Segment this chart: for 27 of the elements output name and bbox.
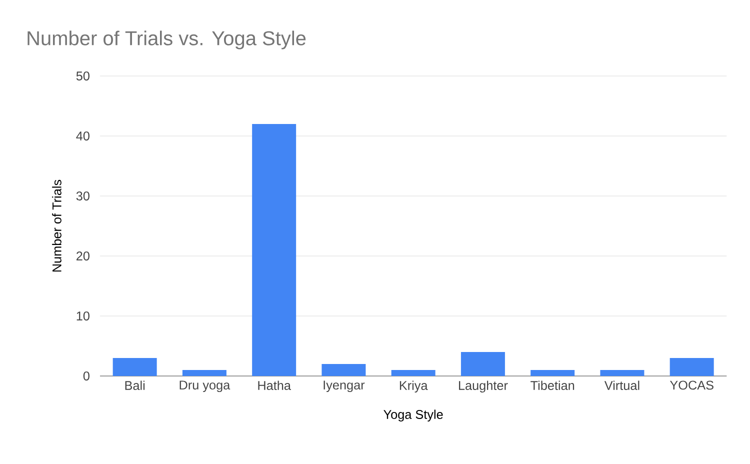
- chart-title: Number of Trials vs. Yoga Style: [28, 30, 306, 50]
- y-tick-label: 30: [76, 192, 90, 200]
- x-tick-label: Laughter: [459, 380, 508, 393]
- bar: [322, 364, 366, 376]
- x-tick-label: Bali: [125, 380, 145, 390]
- x-axis-title: Yoga Style: [384, 410, 443, 422]
- x-tick-label: Kriya: [400, 380, 428, 393]
- x-tick-label: Hatha: [258, 380, 291, 390]
- x-tick-label: Tibetian: [530, 380, 574, 390]
- y-tick-label: 40: [76, 132, 90, 140]
- x-tick-label: YOCAS: [670, 380, 714, 390]
- y-tick-label: 20: [76, 252, 90, 260]
- bar: [182, 370, 226, 376]
- x-tick-label: Iyengar: [324, 380, 365, 392]
- bar: [460, 352, 505, 376]
- bar: [530, 370, 575, 376]
- y-tick-label: 10: [76, 312, 90, 320]
- x-tick-label: Dru yoga: [180, 380, 230, 392]
- y-tick-label: 0: [83, 372, 90, 380]
- y-tick-label: 50: [76, 72, 90, 80]
- bar: [670, 358, 714, 376]
- bar: [252, 124, 296, 376]
- bar: [391, 370, 436, 376]
- x-tick-label: Virtual: [604, 380, 640, 390]
- bar: [600, 370, 644, 376]
- bar: [112, 358, 157, 376]
- y-axis-title: Number of Trials: [52, 180, 62, 272]
